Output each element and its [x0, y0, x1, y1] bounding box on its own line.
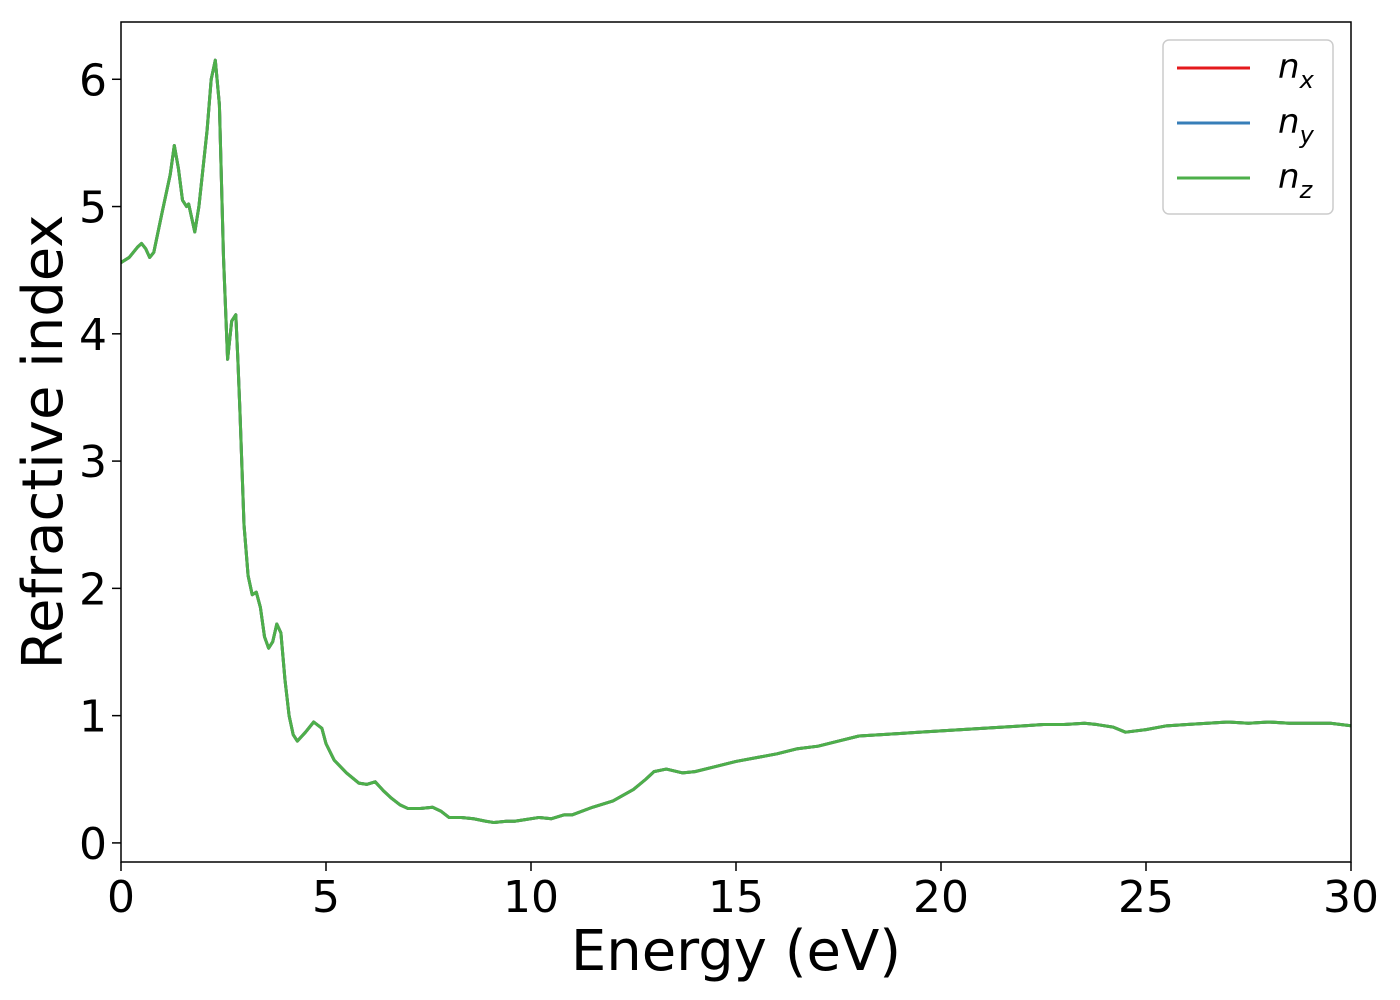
y-tick-label: 5 — [79, 183, 107, 234]
y-tick-label: 0 — [79, 819, 107, 870]
x-tick-label: 30 — [1323, 872, 1379, 923]
y-tick-label: 6 — [79, 55, 107, 106]
plot-lines — [121, 58, 1351, 825]
y-tick-label: 4 — [79, 310, 107, 361]
x-tick-label: 20 — [913, 872, 969, 923]
x-tick-label: 15 — [708, 872, 764, 923]
y-tick-label: 1 — [79, 692, 107, 743]
x-axis-title: Energy (eV) — [571, 919, 901, 984]
x-tick-label: 25 — [1118, 872, 1174, 923]
x-tick-label: 0 — [107, 872, 135, 923]
legend-box — [1162, 39, 1334, 215]
x-tick-label: 5 — [312, 872, 340, 923]
x-tick-label: 10 — [503, 872, 559, 923]
legend-label-x: nx — [1278, 47, 1315, 94]
series-line-z — [121, 58, 1351, 825]
y-tick-label: 2 — [79, 564, 107, 615]
y-tick-label: 3 — [79, 437, 107, 488]
y-axis-title: Refractive index — [11, 215, 76, 670]
y-axis-ticks: 0 1 2 3 4 5 6 — [79, 55, 121, 870]
legend-label-z: nz — [1278, 157, 1314, 204]
x-axis-ticks: 0 5 10 15 20 25 30 — [107, 862, 1379, 923]
legend-label-y: ny — [1278, 102, 1315, 149]
legend: nx ny nz — [1162, 39, 1334, 215]
